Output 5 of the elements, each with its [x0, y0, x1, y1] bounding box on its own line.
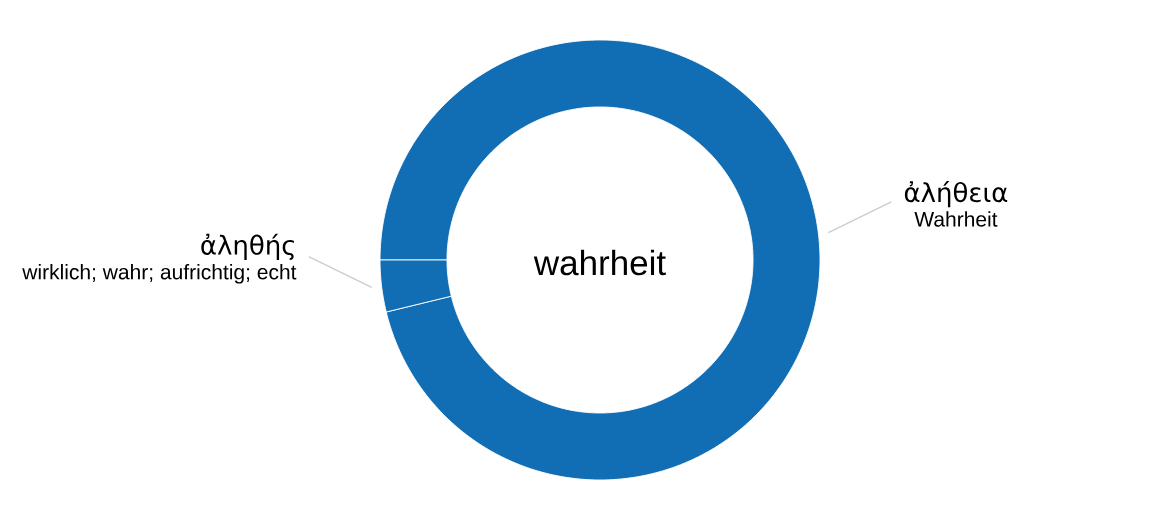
slice-label: ἀλήθεια [904, 181, 1008, 208]
text: wirklich; wahr; aufrichtig; echt [22, 264, 297, 284]
slice-label: ἀληθής [201, 233, 294, 261]
text: wahrheit [533, 249, 666, 276]
text: Wahrheit [914, 211, 998, 227]
